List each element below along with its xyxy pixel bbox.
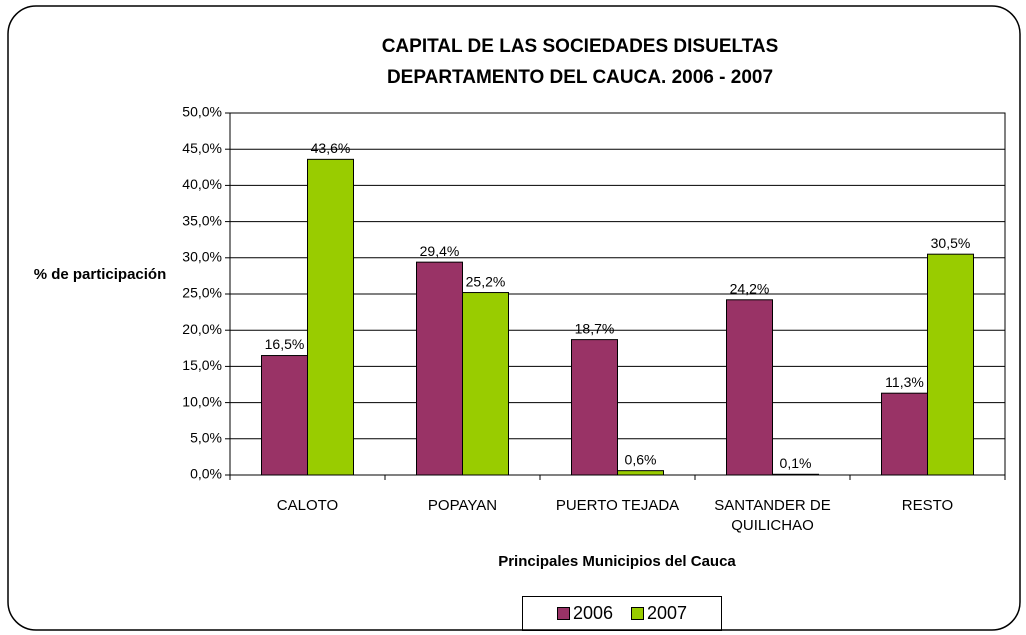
value-label: 30,5% bbox=[931, 235, 971, 251]
y-tick-label: 15,0% bbox=[182, 357, 222, 373]
y-axis-title: % de participación bbox=[34, 266, 167, 283]
legend-swatch bbox=[631, 607, 644, 620]
chart-title: CAPITAL DE LAS SOCIEDADES DISUELTAS bbox=[382, 36, 779, 57]
legend-swatch bbox=[556, 607, 570, 620]
bar bbox=[927, 253, 974, 476]
y-tick-label: 25,0% bbox=[182, 285, 222, 301]
x-tick-label: PUERTO TEJADA bbox=[555, 497, 680, 514]
legend-label: 2006 bbox=[572, 603, 613, 623]
legend-label: 2007 bbox=[647, 603, 688, 623]
bar bbox=[462, 292, 509, 476]
legend-item: 2006 bbox=[556, 603, 613, 624]
y-tick-label: 40,0% bbox=[182, 176, 222, 192]
x-tick-label: RESTO bbox=[901, 497, 954, 514]
bar bbox=[881, 392, 928, 476]
value-label: 11,3% bbox=[885, 374, 924, 390]
value-label: 0,1% bbox=[780, 455, 812, 471]
bar bbox=[307, 158, 354, 476]
y-tick-label: 50,0% bbox=[182, 104, 222, 120]
value-label: 24,2% bbox=[730, 280, 770, 296]
x-tick-label: CALOTO bbox=[276, 497, 339, 514]
y-tick-label: 5,0% bbox=[190, 430, 222, 446]
x-tick-label: POPAYAN bbox=[427, 497, 498, 514]
y-tick-label: 30,0% bbox=[182, 249, 222, 265]
chart-title: DEPARTAMENTO DEL CAUCA. 2006 - 2007 bbox=[387, 67, 773, 88]
value-label: 0,6% bbox=[625, 451, 657, 467]
bar bbox=[261, 355, 308, 476]
y-tick-label: 20,0% bbox=[182, 321, 222, 337]
legend: 2006 2007 bbox=[522, 596, 722, 631]
value-label: 29,4% bbox=[420, 243, 460, 259]
y-tick-label: 0,0% bbox=[190, 466, 222, 482]
value-label: 16,5% bbox=[265, 336, 305, 352]
value-label: 25,2% bbox=[466, 273, 506, 289]
bar bbox=[571, 339, 618, 476]
x-axis-title: Principales Municipios del Cauca bbox=[498, 553, 736, 570]
x-tick-label: SANTANDER DE QUILICHAO bbox=[714, 497, 831, 534]
y-tick-label: 10,0% bbox=[182, 393, 222, 409]
bar bbox=[726, 299, 773, 476]
legend-item: 2007 bbox=[631, 603, 687, 624]
bar bbox=[617, 470, 664, 476]
bar bbox=[416, 261, 463, 476]
bar bbox=[772, 473, 819, 476]
value-label: 43,6% bbox=[311, 140, 351, 156]
y-tick-label: 35,0% bbox=[182, 212, 222, 228]
y-tick-label: 45,0% bbox=[182, 140, 222, 156]
value-label: 18,7% bbox=[575, 320, 615, 336]
